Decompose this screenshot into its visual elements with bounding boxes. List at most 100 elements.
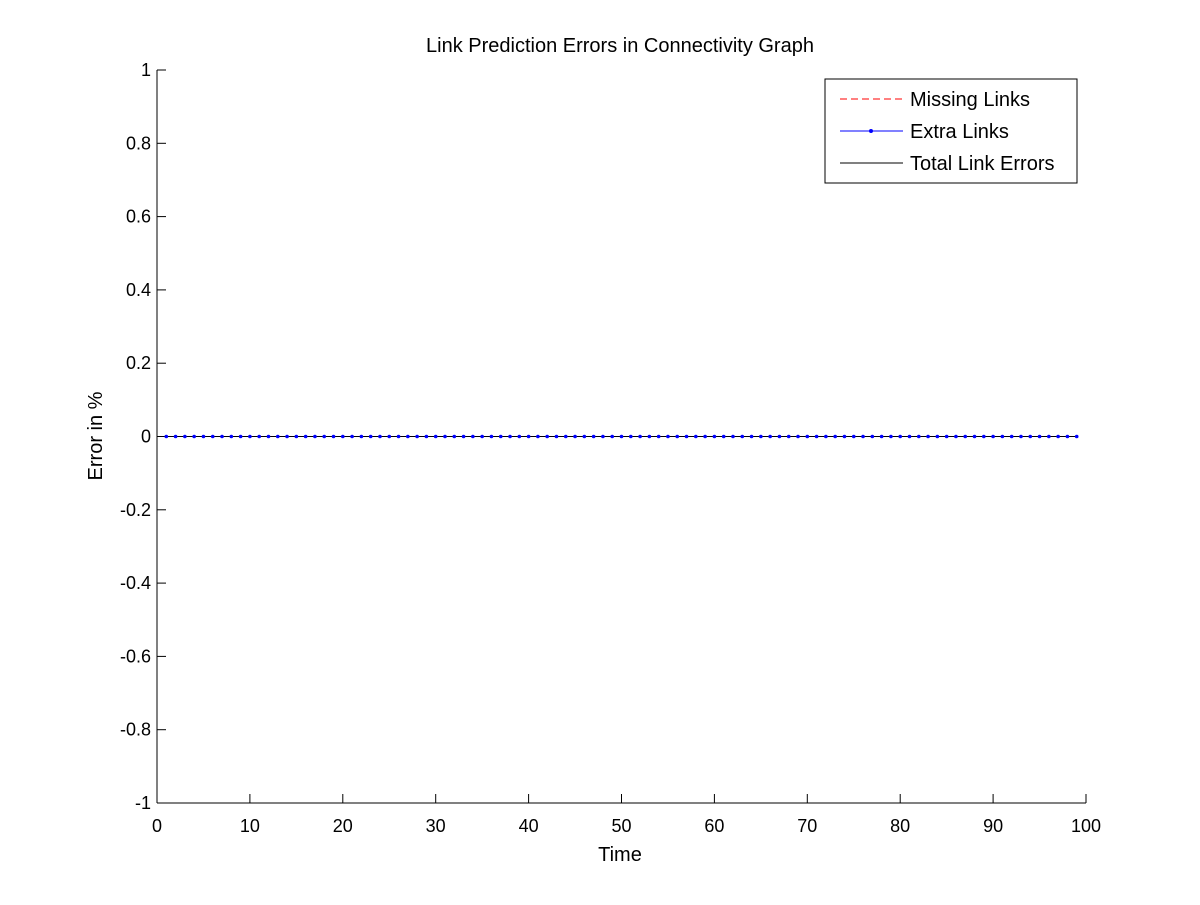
legend: Missing Links Extra Links Total Link Error… [824,78,1078,184]
data-point [601,434,605,439]
data-point [275,434,280,439]
data-point [889,434,893,439]
data-point [861,434,865,439]
data-point [248,434,252,439]
data-point [814,434,819,439]
data-point [173,434,178,439]
legend-label: Total Link Errors [910,153,1055,175]
data-point [833,434,837,439]
data-point [786,434,791,439]
data-point [1056,434,1060,439]
data-point [675,434,680,439]
data-point [480,434,484,439]
data-point [628,434,633,439]
data-point [210,434,215,439]
y-tick-label: 0 [141,427,151,447]
data-point [954,434,958,439]
data-point [433,434,438,439]
data-point [461,434,466,439]
data-point [591,434,596,439]
data-point [694,434,698,439]
x-tick-label: 20 [333,816,353,836]
data-point [879,434,884,439]
x-tick-label: 40 [519,816,539,836]
x-axis-label: Time [598,844,642,866]
data-point [1019,434,1023,439]
x-tick-label: 80 [890,816,910,836]
legend-marker [869,129,873,133]
data-point [768,434,772,439]
data-point [489,434,494,439]
x-tick-label: 10 [240,816,260,836]
data-point [759,434,763,439]
x-tick-label: 50 [611,816,631,836]
data-point [257,434,261,439]
plot-area: 0 10 20 30 40 50 60 70 80 90 100-1-0.8-0.6-0.4-0.2… [120,60,1101,836]
data-point [164,434,169,439]
data-point [870,434,875,439]
data-point [368,434,373,439]
data-point [907,434,912,439]
data-point [898,434,902,439]
data-point [350,434,354,439]
data-point [582,434,587,439]
data-point [266,434,271,439]
data-point [1028,434,1033,439]
x-tick-label: 60 [704,816,724,836]
data-point [192,434,196,439]
y-tick-label: -0.6 [120,646,151,666]
data-point [508,434,512,439]
legend-label: Missing Links [910,89,1030,111]
data-point [294,434,299,439]
data-point [656,434,661,439]
y-tick-label: 1 [141,60,151,80]
data-point [536,434,540,439]
data-point [452,434,457,439]
data-point [415,434,419,439]
data-point [378,434,382,439]
x-tick-label: 70 [797,816,817,836]
data-point [303,434,308,439]
data-point [443,434,447,439]
data-point [563,434,568,439]
data-point [1037,434,1042,439]
data-point [201,434,206,439]
data-point [842,434,847,439]
data-point [526,434,531,439]
data-point [963,434,968,439]
data-point [703,434,707,439]
data-point [731,434,735,439]
y-tick-label: 0.2 [126,353,151,373]
data-point [647,434,652,439]
chart-title: Link Prediction Errors in Connectivity G… [426,35,814,57]
y-tick-label: -1 [135,793,151,813]
data-point [1047,434,1051,439]
data-point [229,434,234,439]
y-tick-label: 0.8 [126,133,151,153]
data-point [935,434,940,439]
data-point [944,434,949,439]
data-point [740,434,745,439]
x-tick-label: 0 [152,816,162,836]
data-point [471,434,475,439]
x-tick-label: 30 [426,816,446,836]
data-point [684,434,689,439]
x-tick-label: 100 [1071,816,1101,836]
y-tick-label: -0.4 [120,573,151,593]
data-point [824,434,828,439]
data-point [721,434,726,439]
data-point [619,434,624,439]
data-point [545,434,549,439]
data-point [573,434,577,439]
data-point [1074,434,1079,439]
y-tick-label: -0.8 [120,720,151,740]
data-point [916,434,921,439]
data-point [387,434,392,439]
data-point [610,434,615,439]
data-point [638,434,642,439]
data-point [285,434,289,439]
data-point [498,434,503,439]
data-point [331,434,336,439]
data-point [406,434,410,439]
